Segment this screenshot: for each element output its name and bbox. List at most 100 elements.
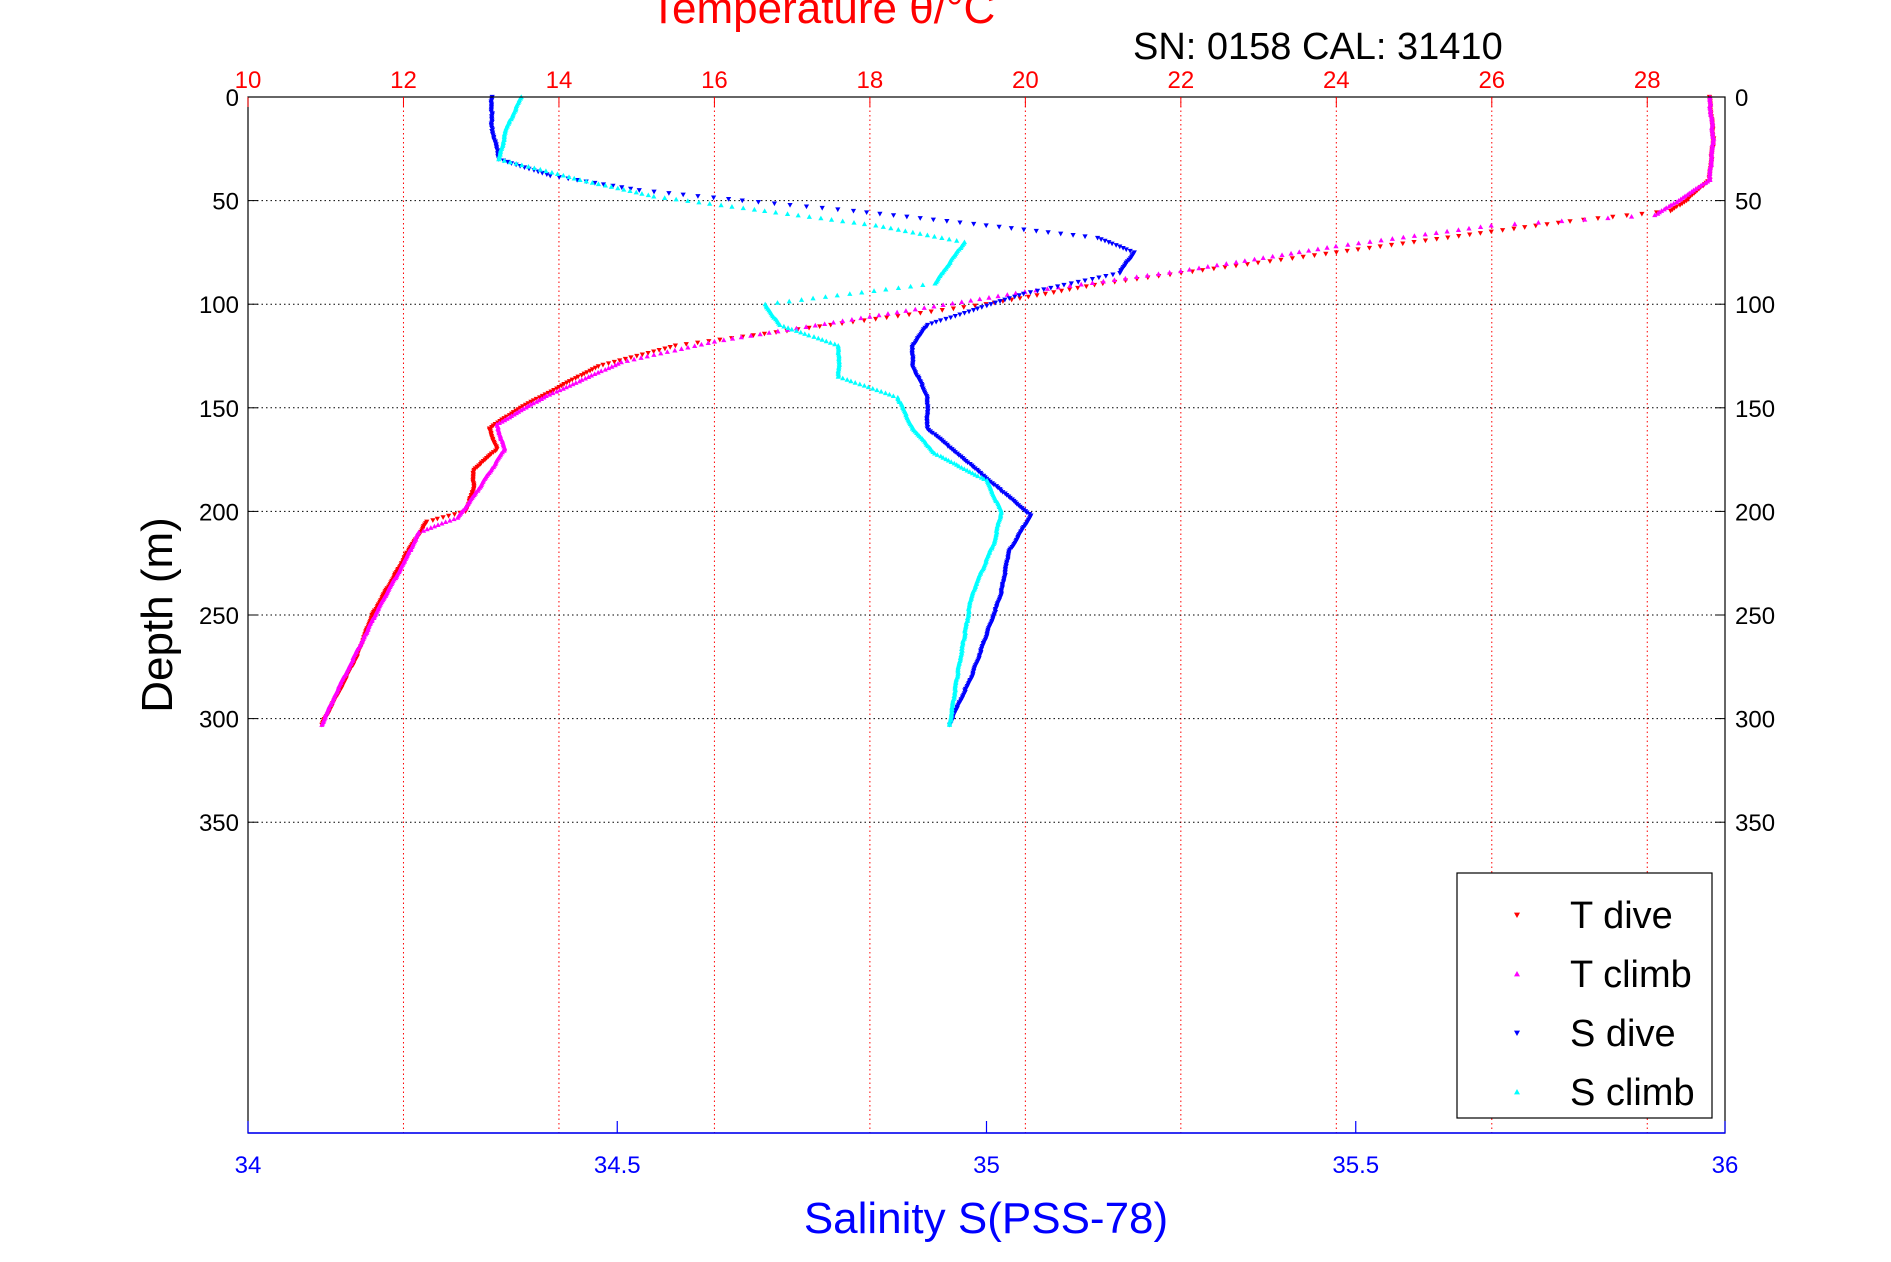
data-point xyxy=(858,315,864,321)
data-point xyxy=(1214,262,1220,268)
data-point xyxy=(695,194,701,199)
data-point xyxy=(602,366,608,372)
data-point xyxy=(1044,286,1051,291)
data-point xyxy=(451,516,457,522)
data-point xyxy=(1013,290,1019,296)
data-point xyxy=(740,205,746,211)
data-point xyxy=(971,221,977,227)
data-point xyxy=(933,319,939,325)
data-point xyxy=(888,225,894,231)
data-point xyxy=(967,469,973,474)
data-point xyxy=(1200,268,1206,273)
data-point xyxy=(739,198,745,204)
data-point xyxy=(551,387,557,393)
data-point xyxy=(828,217,835,222)
data-point xyxy=(644,353,650,359)
data-point xyxy=(554,171,561,177)
data-point xyxy=(619,185,625,190)
data-point xyxy=(822,321,828,327)
data-point xyxy=(1055,284,1061,290)
data-point xyxy=(1082,278,1088,284)
data-point xyxy=(815,335,821,341)
data-point xyxy=(428,525,434,530)
data-point xyxy=(890,213,897,218)
data-point xyxy=(992,300,999,306)
data-point xyxy=(507,414,513,420)
data-point xyxy=(1098,237,1104,242)
data-point xyxy=(493,448,499,454)
data-point xyxy=(575,374,581,380)
data-point xyxy=(1008,226,1014,231)
data-point xyxy=(443,519,449,525)
data-point xyxy=(1004,292,1010,297)
data-point xyxy=(605,361,612,366)
temperature-axis-ticks: 10 12 14 16 18 20 22 24 26 28 xyxy=(235,67,1661,107)
data-point xyxy=(1233,259,1239,265)
data-point xyxy=(948,315,954,321)
data-point xyxy=(1111,277,1118,283)
data-point xyxy=(496,156,502,162)
data-point xyxy=(1456,234,1462,239)
data-point xyxy=(850,208,857,214)
series-s-dive xyxy=(488,94,1137,728)
salinity-tick-label: 34 xyxy=(235,1152,262,1179)
data-point xyxy=(1096,275,1102,281)
data-point xyxy=(519,162,525,168)
data-point xyxy=(1061,282,1067,288)
data-point xyxy=(673,196,679,202)
data-point xyxy=(651,189,657,195)
data-point xyxy=(672,343,678,349)
data-point xyxy=(839,318,846,324)
data-point xyxy=(840,218,846,224)
data-point xyxy=(440,515,446,520)
temperature-tick-label: 28 xyxy=(1634,67,1661,94)
data-point xyxy=(645,192,651,198)
data-point xyxy=(972,466,978,472)
data-point xyxy=(1300,254,1306,260)
data-point xyxy=(1434,237,1440,242)
data-point xyxy=(882,390,889,396)
data-point xyxy=(1535,219,1541,225)
data-point xyxy=(602,182,608,188)
data-point xyxy=(885,311,891,316)
data-point xyxy=(710,195,717,201)
data-point xyxy=(1017,296,1023,301)
data-point xyxy=(798,329,804,335)
data-point xyxy=(834,292,840,298)
salinity-axis-ticks: 34 34.5 35 35.5 36 xyxy=(235,1121,1738,1179)
depth-tick-label-right: 300 xyxy=(1735,707,1775,734)
data-point xyxy=(1109,241,1115,247)
data-point xyxy=(1196,265,1202,271)
data-point xyxy=(986,295,992,300)
data-point xyxy=(615,361,621,366)
series-layer xyxy=(319,94,1717,728)
data-point xyxy=(424,526,430,532)
data-point xyxy=(774,300,781,305)
data-point xyxy=(530,398,537,403)
data-point xyxy=(931,233,938,239)
data-point xyxy=(1144,272,1150,278)
data-point xyxy=(1021,227,1027,233)
data-point xyxy=(496,420,502,426)
data-point xyxy=(822,294,829,299)
data-point xyxy=(972,303,978,309)
data-point xyxy=(1388,242,1395,248)
data-point xyxy=(434,516,440,522)
data-point xyxy=(867,314,873,319)
data-point xyxy=(1605,215,1611,221)
data-point xyxy=(725,197,732,202)
data-point xyxy=(1477,231,1483,236)
data-point xyxy=(1089,276,1096,282)
data-point xyxy=(595,369,601,375)
data-point xyxy=(1306,247,1312,253)
data-point xyxy=(628,355,634,361)
data-point xyxy=(621,186,627,192)
data-point xyxy=(1296,249,1302,255)
data-point xyxy=(455,515,461,520)
data-point xyxy=(835,207,841,213)
depth-tick-label-right: 200 xyxy=(1735,499,1775,526)
data-point xyxy=(589,180,596,185)
depth-tick-label-right: 50 xyxy=(1735,189,1762,216)
data-point xyxy=(502,417,508,423)
data-point xyxy=(806,325,812,331)
